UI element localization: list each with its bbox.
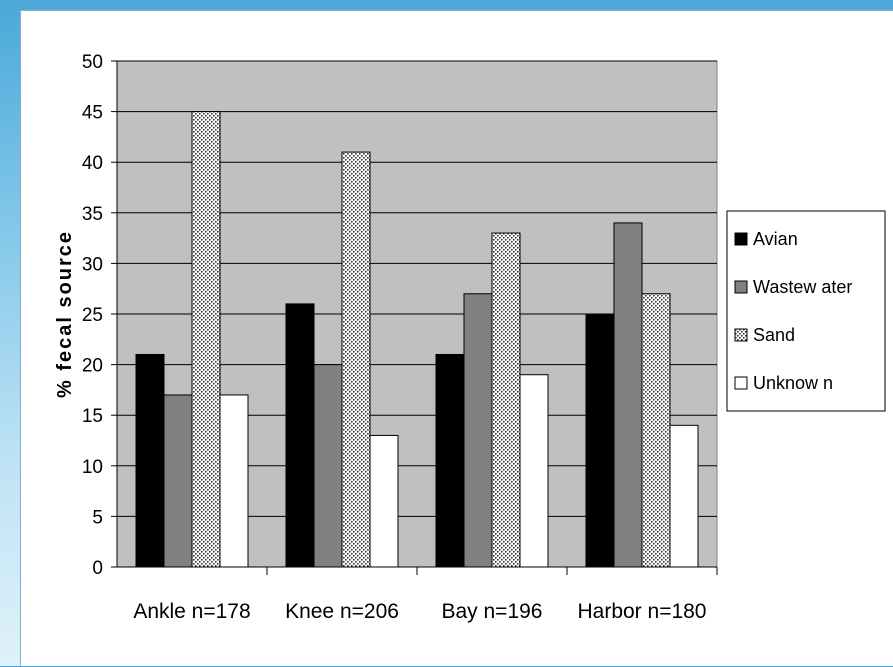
y-tick-label: 50 xyxy=(82,52,103,73)
y-tick-label: 0 xyxy=(92,558,103,579)
legend-label: Unknow n xyxy=(753,373,833,393)
bar xyxy=(641,293,671,568)
y-tick-label: 20 xyxy=(82,356,103,377)
legend-swatch xyxy=(734,376,748,390)
x-category-label: Knee n=206 xyxy=(285,600,399,623)
legend-label: Avian xyxy=(753,229,798,249)
y-tick-label: 25 xyxy=(82,305,103,326)
bar xyxy=(463,293,493,568)
y-axis-label: % fecal source xyxy=(54,230,76,398)
y-tick-label: 45 xyxy=(82,103,103,124)
bar xyxy=(313,364,343,568)
x-category-label: Bay n=196 xyxy=(441,600,542,623)
bar xyxy=(163,394,193,568)
legend-swatch xyxy=(734,280,748,294)
chart-svg: 0 5 10 15 20 25 30 35 40 45 50 Ankle n=178 Knee n=2… xyxy=(54,52,886,623)
bar xyxy=(613,222,643,568)
bar xyxy=(285,303,315,568)
bar xyxy=(135,353,165,568)
bar xyxy=(491,232,521,568)
bar xyxy=(341,151,371,568)
y-tick-labels: 0 5 10 15 20 25 30 35 40 45 50 xyxy=(82,52,103,579)
bar xyxy=(369,434,399,568)
legend-label: Sand xyxy=(753,325,795,345)
y-tick-label: 40 xyxy=(82,153,103,174)
y-tick-label: 5 xyxy=(92,507,103,528)
bar xyxy=(219,394,249,568)
legend xyxy=(726,210,886,412)
y-tick-label: 15 xyxy=(82,406,103,427)
y-tick-label: 35 xyxy=(82,204,103,225)
legend-swatch xyxy=(734,328,748,342)
bar xyxy=(191,111,221,568)
bar xyxy=(585,313,615,568)
legend-items: Avian Wastew ater Sand Unknow n xyxy=(734,229,852,393)
y-tick-label: 30 xyxy=(82,254,103,275)
x-category-label: Harbor n=180 xyxy=(577,600,706,623)
legend-swatch xyxy=(734,232,748,246)
legend-label: Wastew ater xyxy=(753,277,852,297)
x-category-labels: Ankle n=178 Knee n=206 Bay n=196 Harbor n=1… xyxy=(133,600,706,623)
chart-frame: 0 5 10 15 20 25 30 35 40 45 50 Ankle n=178 Knee n=2… xyxy=(20,10,893,666)
bar xyxy=(519,374,549,568)
axes xyxy=(111,60,718,575)
x-category-label: Ankle n=178 xyxy=(133,600,250,623)
bar xyxy=(669,424,699,568)
y-tick-label: 10 xyxy=(82,457,103,478)
bar xyxy=(435,353,465,568)
